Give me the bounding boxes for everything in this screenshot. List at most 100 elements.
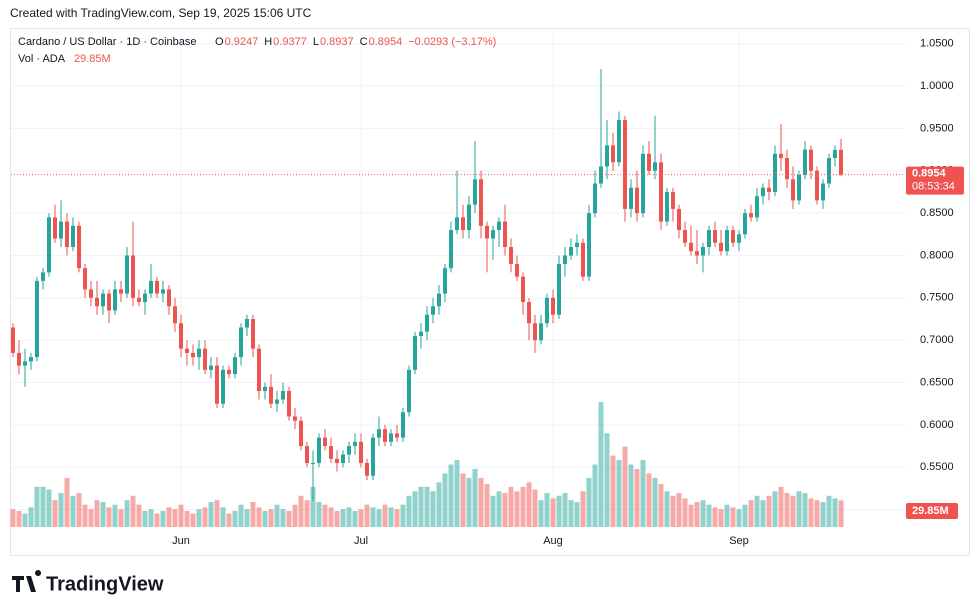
candle-body [479,179,483,226]
candle-body [311,463,315,465]
volume-bar [460,473,466,527]
volume-bar [226,513,232,527]
candle-body [137,297,141,303]
candle-body [713,230,717,243]
candle-body [83,268,87,290]
volume-bar [112,504,118,527]
ohlc-letter: O [215,36,224,48]
candle-body [743,213,747,235]
volume-bar [100,502,106,527]
volume-bar [562,493,568,527]
volume-bar [718,509,724,527]
candle-body [647,153,651,171]
volume-bar [208,502,214,527]
candle-body [227,369,231,375]
volume-bar [784,493,790,527]
candle-body [623,119,627,209]
candle-body [299,420,303,447]
candle-body [491,230,495,239]
candle-body [569,247,573,256]
volume-bar [760,500,766,527]
x-tick-label: Sep [729,535,749,547]
volume-bar [334,510,340,527]
candle-body [239,327,243,358]
candle-body [755,196,759,218]
candle-body [461,217,465,231]
candle-body [335,458,339,464]
volume-bar [496,491,502,527]
volume-bar [256,507,262,527]
candle-body [257,348,261,392]
volume-bar [382,504,388,527]
volume-bar [34,486,40,527]
volume-bar [826,495,832,527]
candle-body [575,242,579,248]
candle-body [509,247,513,264]
volume-bar [220,507,226,527]
candle-body [629,187,633,209]
volume-bar [418,486,424,527]
candle-body [323,437,327,447]
candle-body [749,213,753,218]
change: −0.0293 (−3.17%) [408,36,496,48]
volume-bar [790,495,796,527]
volume-bar [664,491,670,527]
volume-bar [748,500,754,527]
candle-body [611,145,615,163]
candle-body [803,149,807,175]
x-tick-label: Jul [354,535,368,547]
candle-body [23,361,27,366]
volume-bar [472,468,478,527]
candle-body [449,230,453,269]
volume-bar [490,495,496,527]
volume-bar [394,509,400,527]
candle-body [431,306,435,315]
candle-body [119,289,123,294]
candle-body [533,323,537,341]
candle-body [53,217,57,239]
candle-body [767,187,771,192]
volume-bar [754,495,760,527]
y-tick-label: 0.9500 [920,122,954,134]
volume-bar [142,510,148,527]
volume-bar [202,507,208,527]
candle-body [353,441,357,447]
volume-bar [148,509,154,527]
volume-bar [526,482,532,527]
volume-bar [502,493,508,527]
candle-body [539,323,543,341]
volume-bar [376,509,382,527]
price-tag [906,166,964,195]
volume-bar [838,500,844,527]
volume-bar [406,495,412,527]
candle-body [377,429,381,438]
y-tick-label: 0.7500 [920,292,954,304]
candle-body [41,272,45,281]
candle-body [383,429,387,442]
volume-bar [46,489,52,527]
candle-body [131,255,135,298]
candle-body [95,297,99,307]
volume-bar [88,509,94,527]
candle-body [77,225,81,269]
candle-body [11,327,15,353]
candle-body [269,386,273,404]
candle-body [221,369,225,404]
volume-bar [574,502,580,527]
volume-bar [442,473,448,527]
volume-bar [652,477,658,527]
volume-bar [742,504,748,527]
candle-body [29,357,33,362]
candle-body [395,433,399,438]
candle-body [389,433,393,442]
volume-bar [214,500,220,527]
candle-body [791,179,795,201]
candle-body [503,221,507,248]
candle-body [797,174,801,201]
candle-body [125,255,129,294]
volume-bar [700,500,706,527]
volume-bar [154,513,160,527]
volume-bar [454,460,460,527]
candle-body [515,263,519,277]
candle-body [35,280,39,358]
